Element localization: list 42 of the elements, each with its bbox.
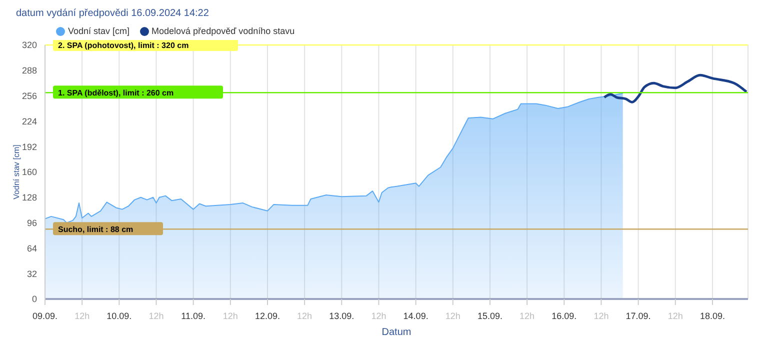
x-tick-label: 16.09. (552, 311, 577, 321)
y-tick-label: 160 (22, 167, 37, 178)
ref-line-label: 1. SPA (bdělost), limit : 260 cm (58, 88, 174, 98)
line-series (603, 74, 748, 104)
x-tick-label: 12h (371, 311, 386, 321)
chart-title: datum vydání předpovědi 16.09.2024 14:22 (15, 8, 210, 21)
legend-label: Vodní stav [cm] (68, 26, 130, 36)
x-tick-label: 12h (74, 311, 90, 321)
y-tick-label: 320 (22, 40, 37, 50)
x-tick-label: 14.09. (403, 311, 428, 321)
y-tick-label: 96 (26, 218, 37, 228)
x-tick-label: 12h (668, 311, 683, 321)
ref-line-label: 2. SPA (pohotovost), limit : 320 cm (58, 41, 189, 50)
ref-line-label: Sucho, limit : 88 cm (58, 225, 134, 234)
y-tick-label: 192 (22, 142, 37, 152)
label-tag: Sucho, limit : 88 cm (53, 222, 163, 236)
x-tick-label: 11.09. (181, 311, 206, 321)
x-tick-label: 12h (222, 311, 238, 321)
x-tick-label: 12h (594, 311, 609, 321)
x-tick-label: 12.09. (254, 311, 280, 321)
x-tick-label: 12h (445, 311, 460, 321)
x-tick-label: 12h (148, 311, 164, 321)
x-tick-label: 17.09. (626, 311, 651, 321)
x-tick-label: 13.09. (329, 311, 354, 321)
y-tick-label: 288 (22, 66, 37, 76)
y-tick-label: 128 (22, 192, 37, 203)
y-tick-label: 32 (26, 268, 37, 279)
x-tick-label: 09.09. (32, 311, 58, 321)
y-tick-label: 64 (26, 243, 37, 254)
label-tag: 1. SPA (bdělost), limit : 260 cm (53, 86, 223, 99)
legend-label: Modelová předpověď vodního stavu (152, 26, 295, 36)
x-axis-title: Datum (382, 327, 412, 338)
x-tick-label: 18.09. (700, 311, 725, 321)
x-tick-label: 10.09. (106, 311, 132, 321)
x-tick-label: 12h (297, 311, 312, 321)
y-tick-label: 256 (22, 90, 37, 101)
y-axis-title: Vodní stav [cm] (12, 144, 21, 200)
label-tag: 2. SPA (pohotovost), limit : 320 cm (53, 40, 238, 51)
y-tick-label: 224 (22, 116, 37, 126)
y-tick-label: 0 (32, 294, 37, 304)
x-tick-label: 15.09. (477, 311, 502, 321)
x-tick-label: 12h (520, 311, 535, 321)
